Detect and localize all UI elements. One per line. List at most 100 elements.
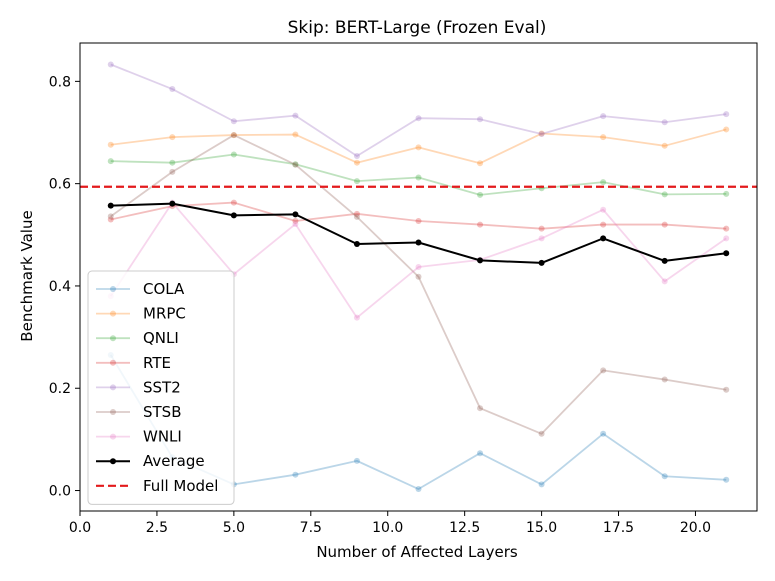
legend-marker [110, 286, 116, 292]
legend-label: QNLI [143, 329, 179, 347]
legend-entry-sst2: SST2 [96, 378, 181, 396]
legend: COLA MRPC QNLI RTE SST2 STSB WNLI Average Full M… [87, 270, 235, 505]
series-qnli [107, 151, 730, 198]
legend-marker [110, 384, 116, 391]
data-point-wnli [538, 235, 545, 242]
data-point-sst2 [477, 116, 484, 123]
data-point-cola [723, 476, 730, 483]
data-point-qnli [353, 178, 360, 185]
data-point-stsb [538, 430, 545, 437]
data-point-stsb [107, 213, 114, 220]
legend-label: Full Model [143, 477, 218, 495]
legend-entry-stsb: STSB [96, 403, 182, 421]
data-point-stsb [415, 273, 422, 280]
series-mrpc [107, 126, 730, 167]
legend-label: WNLI [143, 428, 182, 446]
data-point-mrpc [292, 131, 299, 138]
data-point-cola [292, 471, 299, 478]
data-point-average [723, 250, 730, 257]
series-line-stsb [110, 134, 727, 435]
axes-frame [79, 42, 758, 512]
data-point-qnli [723, 190, 730, 197]
data-point-average [107, 202, 114, 209]
data-point-cola [415, 486, 422, 493]
data-point-mrpc [477, 160, 484, 167]
legend-entry-wnli: WNLI [96, 428, 182, 446]
data-point-qnli [169, 159, 176, 166]
x-tick-label: 15.0 [526, 520, 557, 536]
data-point-sst2 [292, 112, 299, 119]
data-point-sst2 [230, 118, 237, 125]
data-point-stsb [661, 376, 668, 383]
data-point-mrpc [107, 141, 114, 148]
data-point-qnli [230, 151, 237, 158]
data-point-rte [661, 221, 668, 228]
data-point-mrpc [723, 126, 730, 133]
data-point-stsb [723, 386, 730, 393]
legend-label: SST2 [143, 378, 181, 396]
data-point-mrpc [661, 142, 668, 149]
data-point-average [292, 211, 299, 218]
data-point-cola [477, 450, 484, 457]
legend-marker [110, 433, 116, 440]
plot-area [80, 61, 757, 493]
series-stsb [107, 132, 730, 437]
legend-label: MRPC [143, 305, 186, 323]
data-point-sst2 [107, 61, 114, 68]
legend-marker [110, 359, 116, 366]
data-point-stsb [477, 405, 484, 412]
data-point-mrpc [169, 134, 176, 141]
x-tick-label: 5.0 [223, 520, 245, 536]
x-tick-label: 12.5 [449, 520, 480, 536]
x-tick-label: 2.5 [146, 520, 168, 536]
data-point-sst2 [661, 119, 668, 126]
legend-box [87, 270, 235, 505]
data-point-sst2 [723, 111, 730, 118]
data-point-qnli [415, 174, 422, 181]
data-point-stsb [230, 132, 237, 139]
series-line-sst2 [110, 63, 727, 157]
series-line-rte [110, 201, 727, 230]
data-point-wnli [292, 221, 299, 228]
legend-entry-rte: RTE [96, 354, 171, 372]
data-point-average [600, 235, 607, 242]
data-point-qnli [292, 161, 299, 168]
data-point-qnli [600, 179, 607, 186]
data-point-average [353, 241, 360, 248]
data-point-rte [353, 210, 360, 217]
series-average [107, 200, 730, 266]
series-line-mrpc [110, 128, 727, 165]
data-point-rte [477, 221, 484, 228]
legend-entry-qnli: QNLI [96, 329, 179, 347]
y-tick-label: 0.6 [49, 177, 71, 193]
legend-entry-average: Average [96, 452, 205, 470]
data-point-wnli [723, 235, 730, 242]
data-point-rte [230, 199, 237, 206]
legend-entry-cola: COLA [96, 280, 185, 298]
data-point-rte [415, 217, 422, 224]
legend-label: Average [143, 452, 205, 470]
legend-marker [110, 409, 116, 415]
series-line-average [110, 202, 727, 264]
data-point-mrpc [415, 144, 422, 151]
y-axis-title: Benchmark Value [18, 210, 36, 341]
y-tick-label: 0.0 [49, 484, 71, 500]
x-tick-label: 17.5 [603, 520, 634, 536]
x-tick-label: 20.0 [680, 520, 711, 536]
x-tick-label: 10.0 [372, 520, 403, 536]
data-point-stsb [169, 168, 176, 175]
data-point-average [415, 239, 422, 246]
data-point-average [661, 257, 668, 264]
data-point-average [538, 259, 545, 266]
data-point-rte [538, 225, 545, 232]
data-point-wnli [353, 314, 360, 321]
data-point-sst2 [353, 153, 360, 160]
data-point-wnli [415, 264, 422, 271]
series-rte [107, 199, 730, 232]
data-point-qnli [477, 191, 484, 198]
data-point-rte [723, 225, 730, 232]
data-point-sst2 [169, 86, 176, 93]
data-point-average [477, 257, 484, 264]
